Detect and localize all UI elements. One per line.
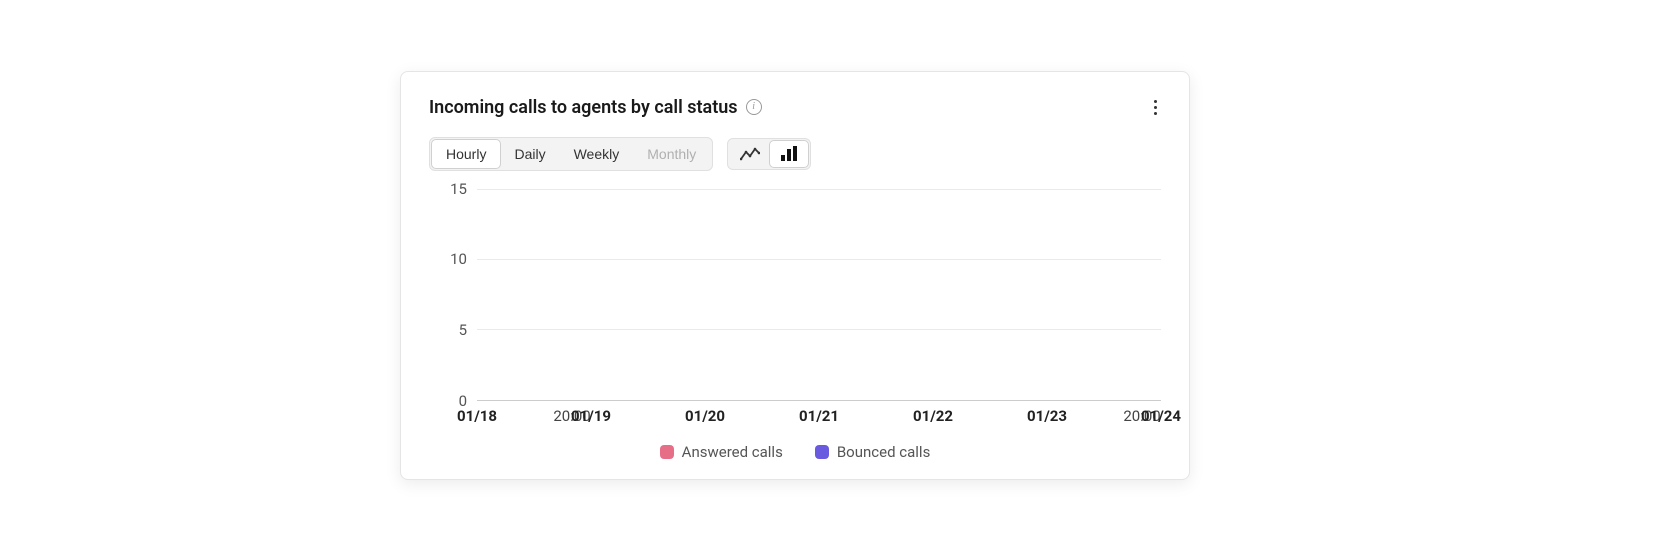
x-tick-label: 01/19: [571, 407, 611, 425]
x-tick-label: 01/22: [913, 407, 953, 425]
y-tick-label: 15: [450, 180, 467, 198]
x-tick-label: 01/23: [1027, 407, 1067, 425]
grid-line: [477, 329, 1161, 330]
legend-item-answered[interactable]: Answered calls: [660, 443, 783, 461]
grid-line: [477, 259, 1161, 260]
bar-chart-icon: [780, 146, 798, 162]
x-tick-label: 01/18: [457, 407, 497, 425]
card-header: Incoming calls to agents by call status …: [429, 96, 1161, 119]
info-icon[interactable]: i: [746, 99, 762, 115]
bars-layer: [477, 189, 1161, 400]
legend-label: Answered calls: [682, 443, 783, 461]
line-chart-button[interactable]: [730, 141, 770, 167]
chart-type-toggle: [727, 138, 811, 170]
tab-daily[interactable]: Daily: [500, 140, 559, 168]
legend-swatch: [660, 445, 674, 459]
tab-hourly[interactable]: Hourly: [431, 139, 501, 169]
y-tick-label: 5: [459, 321, 467, 339]
legend-swatch: [815, 445, 829, 459]
card-title: Incoming calls to agents by call status: [429, 97, 738, 118]
tab-monthly: Monthly: [633, 140, 710, 168]
line-chart-icon: [740, 146, 760, 162]
legend-label: Bounced calls: [837, 443, 931, 461]
title-wrap: Incoming calls to agents by call status …: [429, 97, 762, 118]
legend-item-bounced[interactable]: Bounced calls: [815, 443, 931, 461]
y-axis: 051015: [439, 189, 473, 401]
time-granularity-tabs: HourlyDailyWeeklyMonthly: [429, 137, 713, 171]
x-tick-label: 01/20: [685, 407, 725, 425]
more-menu-icon[interactable]: [1150, 96, 1161, 119]
y-tick-label: 10: [450, 250, 467, 268]
chart-card: Incoming calls to agents by call status …: [400, 71, 1190, 480]
tab-weekly[interactable]: Weekly: [560, 140, 634, 168]
plot-area: [477, 189, 1161, 401]
x-axis: 01/1820:0001/1901/2001/2101/2201/2320:00…: [477, 401, 1161, 429]
bar-chart-button[interactable]: [769, 140, 809, 168]
legend: Answered calls Bounced calls: [429, 443, 1161, 461]
x-tick-label: 01/24: [1141, 407, 1181, 425]
controls-row: HourlyDailyWeeklyMonthly: [429, 137, 1161, 171]
chart-area: 051015 01/1820:0001/1901/2001/2101/2201/…: [439, 189, 1161, 429]
grid-line: [477, 189, 1161, 190]
x-tick-label: 01/21: [799, 407, 839, 425]
